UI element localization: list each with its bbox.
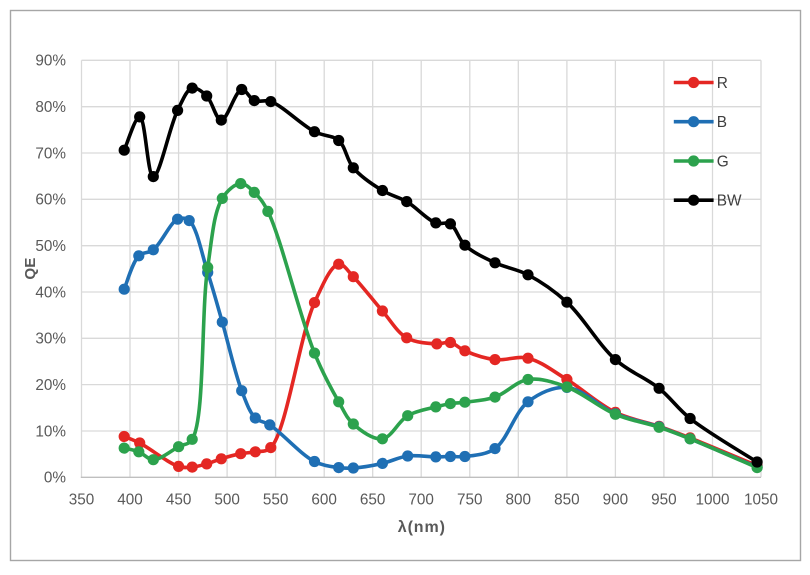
- svg-text:600: 600: [311, 492, 337, 509]
- svg-text:350: 350: [69, 492, 95, 509]
- svg-text:B: B: [717, 114, 727, 131]
- svg-text:80%: 80%: [35, 99, 66, 116]
- svg-text:R: R: [717, 75, 728, 92]
- svg-text:G: G: [717, 154, 729, 171]
- svg-text:1000: 1000: [695, 492, 729, 509]
- svg-text:0%: 0%: [44, 470, 67, 487]
- svg-text:60%: 60%: [35, 192, 66, 209]
- svg-text:BW: BW: [717, 193, 742, 210]
- svg-text:λ(nm): λ(nm): [398, 519, 446, 536]
- svg-text:900: 900: [603, 492, 629, 509]
- svg-text:30%: 30%: [35, 331, 66, 348]
- svg-text:500: 500: [214, 492, 240, 509]
- svg-text:550: 550: [263, 492, 289, 509]
- svg-text:450: 450: [166, 492, 192, 509]
- svg-text:850: 850: [554, 492, 580, 509]
- svg-text:40%: 40%: [35, 284, 66, 301]
- svg-text:90%: 90%: [35, 53, 66, 70]
- svg-text:650: 650: [360, 492, 386, 509]
- svg-text:750: 750: [457, 492, 483, 509]
- svg-text:400: 400: [117, 492, 143, 509]
- svg-text:700: 700: [408, 492, 434, 509]
- svg-text:70%: 70%: [35, 145, 66, 162]
- svg-text:800: 800: [506, 492, 532, 509]
- svg-text:50%: 50%: [35, 238, 66, 255]
- svg-text:1050: 1050: [744, 492, 778, 509]
- svg-text:QE: QE: [22, 258, 39, 280]
- svg-text:950: 950: [651, 492, 677, 509]
- svg-text:10%: 10%: [35, 423, 66, 440]
- svg-text:20%: 20%: [35, 377, 66, 394]
